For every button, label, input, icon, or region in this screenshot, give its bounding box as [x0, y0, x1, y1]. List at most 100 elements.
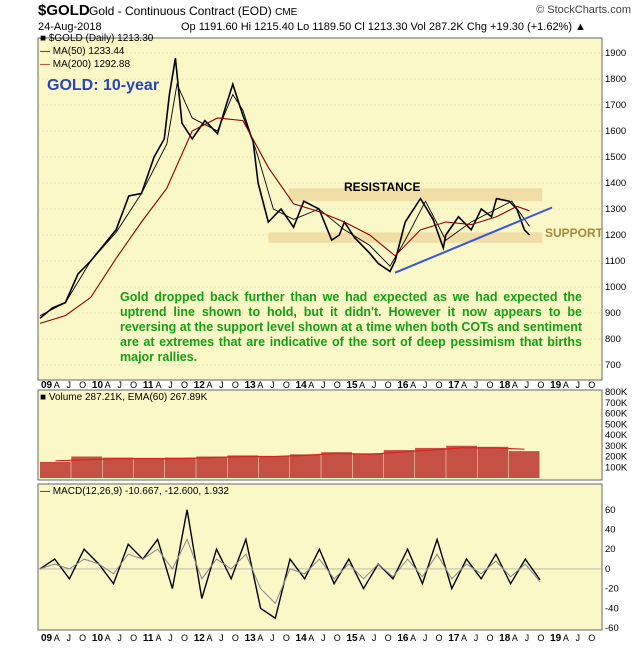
x-tick-label: O	[385, 380, 392, 390]
x-tick-label: J	[525, 380, 530, 390]
x-tick-label: 18	[499, 380, 511, 391]
price-tick-label: 1700	[605, 100, 626, 111]
macd-tick-label: 40	[605, 525, 616, 536]
x-tick-label: O	[130, 633, 137, 643]
x-tick-label: O	[232, 633, 239, 643]
volume-bar	[133, 458, 165, 478]
x-tick-label: O	[436, 633, 443, 643]
x-tick-label: A	[257, 633, 263, 643]
volume-bar	[102, 457, 134, 478]
x-tick-label: O	[232, 380, 239, 390]
x-tick-label: 15	[346, 633, 358, 644]
price-tick-label: 1900	[605, 48, 626, 59]
volume-tick-label: 300K	[605, 441, 628, 452]
x-tick-label: 14	[296, 380, 308, 391]
price-tick-label: 1800	[605, 74, 626, 85]
x-tick-label: A	[54, 380, 60, 390]
x-tick-label: J	[474, 380, 479, 390]
symbol: $GOLD	[38, 2, 90, 19]
support-zone	[268, 232, 543, 243]
volume-tick-label: 400K	[605, 430, 628, 441]
x-tick-label: J	[423, 380, 428, 390]
x-tick-label: J	[576, 633, 581, 643]
x-tick-label: J	[525, 633, 530, 643]
macd-tick-label: -40	[605, 603, 619, 614]
volume-bar	[258, 456, 290, 478]
legend-ma50: — MA(50) 1233.44	[40, 46, 125, 57]
price-tick-label: 1300	[605, 204, 626, 215]
x-tick-label: O	[79, 380, 86, 390]
x-tick-label: O	[486, 633, 493, 643]
x-tick-label: 18	[499, 633, 511, 644]
x-tick-label: O	[588, 633, 595, 643]
x-tick-label: A	[512, 633, 518, 643]
x-tick-label: J	[117, 633, 122, 643]
volume-bar	[446, 445, 477, 478]
macd-tick-label: -20	[605, 584, 619, 595]
price-tick-label: 1000	[605, 282, 626, 293]
resistance-zone	[288, 188, 543, 202]
x-tick-label: A	[461, 380, 467, 390]
x-tick-label: 12	[194, 380, 206, 391]
chart-header: $GOLD Gold - Continuous Contract (EOD) C…	[0, 0, 637, 38]
x-tick-label: 10	[92, 633, 104, 644]
x-tick-label: A	[359, 633, 365, 643]
macd-tick-label: 0	[605, 564, 610, 575]
x-tick-label: A	[105, 380, 111, 390]
price-tick-label: 700	[605, 360, 621, 371]
x-tick-label: A	[156, 380, 162, 390]
x-tick-label: 13	[245, 633, 257, 644]
volume-tick-label: 500K	[605, 419, 628, 430]
macd-panel	[37, 483, 603, 631]
instrument-description: Gold - Continuous Contract (EOD) CME	[89, 4, 298, 18]
x-tick-label: O	[588, 380, 595, 390]
volume-bar	[383, 450, 415, 478]
volume-bar	[290, 454, 321, 478]
x-tick-label: A	[563, 633, 569, 643]
x-axis-price: 09 A J O 10 A J O 11 A J O 12 A J O 13 A J O 14 A J O 15 A J O 16 A J O…	[41, 380, 595, 391]
volume-bar	[40, 461, 71, 478]
x-tick-label: O	[537, 380, 544, 390]
x-tick-label: O	[385, 633, 392, 643]
support-resistance-zones	[268, 188, 543, 243]
volume-bar	[477, 446, 509, 478]
macd-axis: -60 -40 -20 0 20 40 60	[605, 505, 619, 634]
commentary-text: Gold dropped back further than we had ex…	[120, 290, 582, 364]
volume-tick-label: 100K	[605, 462, 628, 473]
x-tick-label: J	[219, 633, 224, 643]
macd-tick-label: 20	[605, 544, 616, 555]
x-tick-label: O	[486, 380, 493, 390]
chart-title-annotation: GOLD: 10-year	[47, 77, 160, 94]
x-tick-label: 09	[41, 633, 53, 644]
x-tick-label: J	[168, 633, 173, 643]
x-tick-label: J	[321, 633, 326, 643]
x-tick-label: 14	[296, 633, 308, 644]
x-tick-label: A	[512, 380, 518, 390]
volume-tick-label: 700K	[605, 398, 628, 409]
x-tick-label: A	[563, 380, 569, 390]
x-tick-label: A	[410, 380, 416, 390]
x-tick-label: J	[117, 380, 122, 390]
volume-bar	[352, 453, 384, 478]
volume-group	[40, 445, 540, 478]
x-tick-label: O	[181, 633, 188, 643]
x-tick-label: A	[54, 633, 60, 643]
price-tick-label: 1200	[605, 230, 626, 241]
x-tick-label: A	[156, 633, 162, 643]
macd-tick-label: -60	[605, 623, 619, 634]
x-tick-label: J	[270, 380, 275, 390]
x-tick-label: O	[130, 380, 137, 390]
volume-bar	[196, 456, 227, 478]
x-tick-label: A	[410, 633, 416, 643]
macd-legend: — MACD(12,26,9) -10.667, -12.600, 1.932	[40, 486, 229, 497]
x-tick-label: J	[372, 380, 377, 390]
price-tick-label: 1600	[605, 126, 626, 137]
price-tick-label: 800	[605, 334, 621, 345]
price-tick-label: 1100	[605, 256, 625, 267]
volume-bar	[415, 447, 446, 478]
x-tick-label: A	[257, 380, 263, 390]
price-tick-label: 1500	[605, 152, 626, 163]
volume-tick-label: 600K	[605, 409, 628, 420]
x-tick-label: J	[270, 633, 275, 643]
